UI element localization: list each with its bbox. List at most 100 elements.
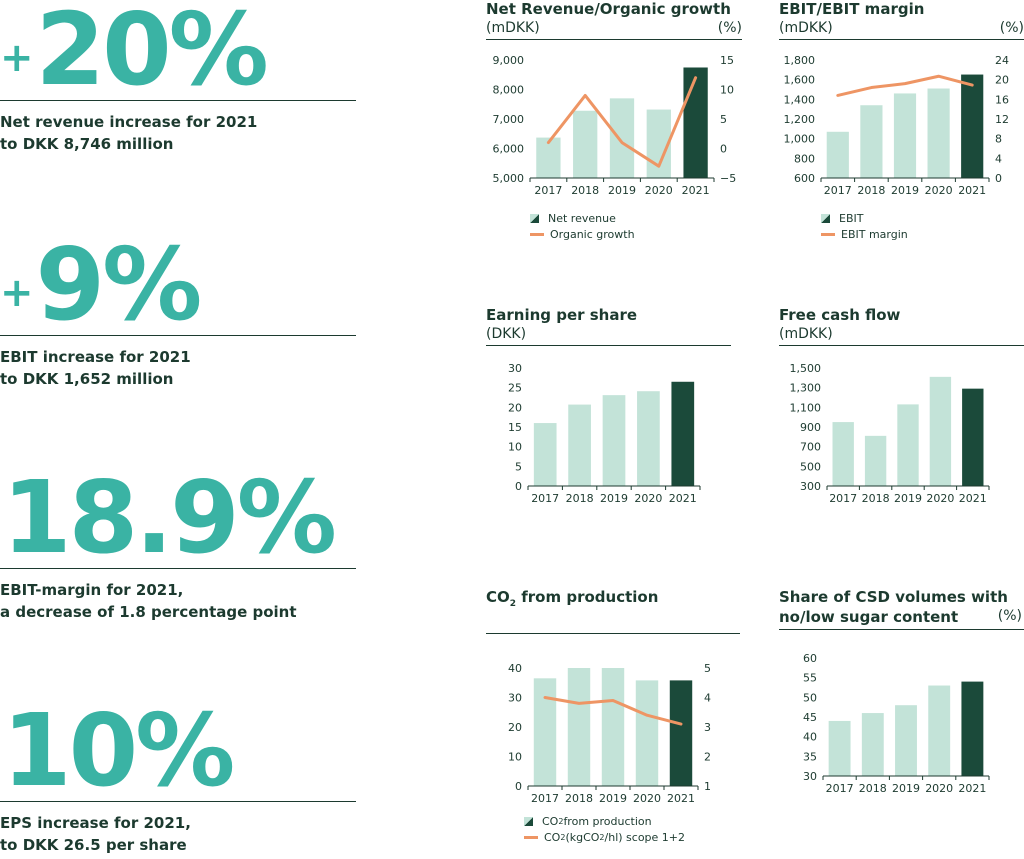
- line-point: [658, 165, 660, 167]
- bar: [927, 88, 950, 178]
- series-line: [836, 74, 974, 97]
- y-tick-label: 7,000: [493, 113, 525, 126]
- chart-csd-share: Share of CSD volumes with no/low sugar c…: [779, 588, 1024, 819]
- y-tick-label: 30: [803, 770, 817, 783]
- x-tick-label: 2017: [534, 184, 562, 197]
- bar: [601, 668, 625, 786]
- y2-tick-label: 20: [995, 74, 1009, 87]
- x-tick-label: 2021: [682, 184, 710, 197]
- title-divider: [779, 345, 1024, 346]
- x-tick-label: 2018: [859, 782, 887, 795]
- chart-title: Net Revenue/Organic growth: [486, 0, 731, 18]
- line-point: [695, 77, 697, 79]
- x-tick-label: 2019: [894, 492, 922, 505]
- chart-legend: Net revenue Organic growth: [530, 210, 742, 242]
- x-tick-label: 2019: [600, 492, 628, 505]
- legend-item-bar: Net revenue: [530, 210, 742, 226]
- bar: [864, 435, 887, 486]
- x-tick-label: 2017: [829, 492, 857, 505]
- bar: [895, 705, 917, 776]
- kpi-value: 18.9%: [2, 459, 337, 576]
- x-tick-label: 2021: [959, 492, 987, 505]
- y-tick-label: 5,000: [493, 172, 525, 185]
- y-tick-label: 1,200: [784, 113, 816, 126]
- y2-tick-label: 16: [995, 93, 1009, 106]
- bar: [637, 391, 660, 486]
- bar: [536, 137, 561, 178]
- x-tick-label: 2020: [926, 492, 954, 505]
- bar-swatch: [530, 213, 539, 223]
- y-tick-label: 9,000: [493, 54, 525, 67]
- bar: [683, 67, 708, 178]
- legend-item-line: CO 2 (kgCO 2/hl) scope 1+2: [524, 829, 740, 845]
- y-tick-label: 1,100: [790, 401, 822, 414]
- line-swatch: [821, 232, 835, 236]
- bar: [568, 404, 591, 486]
- kpi-description: EBIT-margin for 2021, a decrease of 1.8 …: [0, 581, 297, 621]
- y-tick-label: 1,800: [784, 54, 816, 67]
- y2-tick-label: 15: [720, 54, 734, 67]
- y2-tick-label: 2: [704, 751, 711, 764]
- y-tick-label: 60: [803, 652, 817, 665]
- y-tick-label: 0: [515, 780, 522, 793]
- x-tick-label: 2020: [925, 782, 953, 795]
- legend-item-bar: EBIT: [821, 210, 1024, 226]
- y2-tick-label: 4: [995, 152, 1002, 165]
- right-unit: (%): [999, 20, 1024, 36]
- line-swatch: [530, 232, 544, 236]
- y-tick-label: 800: [794, 152, 815, 165]
- y-tick-label: 1,400: [784, 93, 816, 106]
- right-unit: (%): [717, 20, 742, 36]
- chart-plot: 30 35 40 45 50 55 60 2017 2018 2019 2020 2021: [803, 652, 990, 795]
- chart-plot: 300 500 700 900 1,100 1,300 1,500 2017 2018 2019 2…: [790, 362, 990, 505]
- y2-tick-label: 4: [704, 692, 711, 705]
- bar: [828, 720, 851, 776]
- y-tick-label: 30: [508, 692, 522, 705]
- legend-item-line: Organic growth: [530, 226, 742, 242]
- kpi-value: +20%: [0, 0, 269, 108]
- x-tick-label: 2020: [925, 184, 953, 197]
- bar: [573, 110, 598, 178]
- chart-title-line2: no/low sugar content (%): [779, 608, 1022, 626]
- y-tick-label: 30: [508, 362, 522, 375]
- left-unit: (mDKK): [779, 326, 833, 342]
- bar: [533, 423, 557, 486]
- y2-tick-label: 3: [704, 721, 711, 734]
- y2-tick-label: −5: [720, 172, 736, 185]
- x-tick-label: 2018: [862, 492, 890, 505]
- chart-units: (mDKK) (%): [779, 20, 1024, 36]
- x-tick-label: 2021: [669, 492, 697, 505]
- chart-title: Earning per share: [486, 306, 638, 324]
- kpi-value: 10%: [2, 692, 235, 809]
- chart-title-line1: Share of CSD volumes with: [779, 588, 1008, 606]
- y2-tick-label: 0: [720, 143, 727, 156]
- title-divider: [486, 39, 742, 40]
- x-tick-label: 2017: [826, 782, 854, 795]
- y2-tick-label: 10: [720, 84, 734, 97]
- y-tick-label: 700: [800, 441, 821, 454]
- title-divider: [779, 629, 1024, 630]
- chart-plot: 0 10 20 30 40 1 2 3 4 5 2017 2018 2019 2020 2021: [508, 662, 711, 805]
- x-tick-label: 2019: [892, 782, 920, 795]
- x-tick-label: 2019: [608, 184, 636, 197]
- line-point: [870, 87, 872, 89]
- y-tick-label: 300: [800, 480, 821, 493]
- y2-tick-label: 5: [720, 113, 727, 126]
- kpi-description: EBIT increase for 2021 to DKK 1,652 mill…: [0, 348, 191, 388]
- bar: [567, 668, 591, 786]
- y-tick-label: 600: [794, 172, 815, 185]
- line-point: [971, 84, 973, 86]
- chart-free-cash-flow: Free cash flow (mDKK) 300 500 700 900 1,100 1…: [779, 306, 1024, 529]
- x-tick-label: 2020: [633, 792, 661, 805]
- y-tick-label: 20: [508, 721, 522, 734]
- bar: [826, 131, 849, 178]
- line-point: [584, 94, 586, 96]
- y-tick-label: 1,500: [790, 362, 822, 375]
- y-tick-label: 35: [803, 750, 817, 763]
- kpi-value: +9%: [0, 226, 202, 343]
- x-tick-label: 2021: [958, 782, 986, 795]
- chart-units: (mDKK): [779, 326, 1024, 342]
- bar: [635, 680, 659, 786]
- divider: [0, 100, 356, 101]
- y-tick-label: 0: [515, 480, 522, 493]
